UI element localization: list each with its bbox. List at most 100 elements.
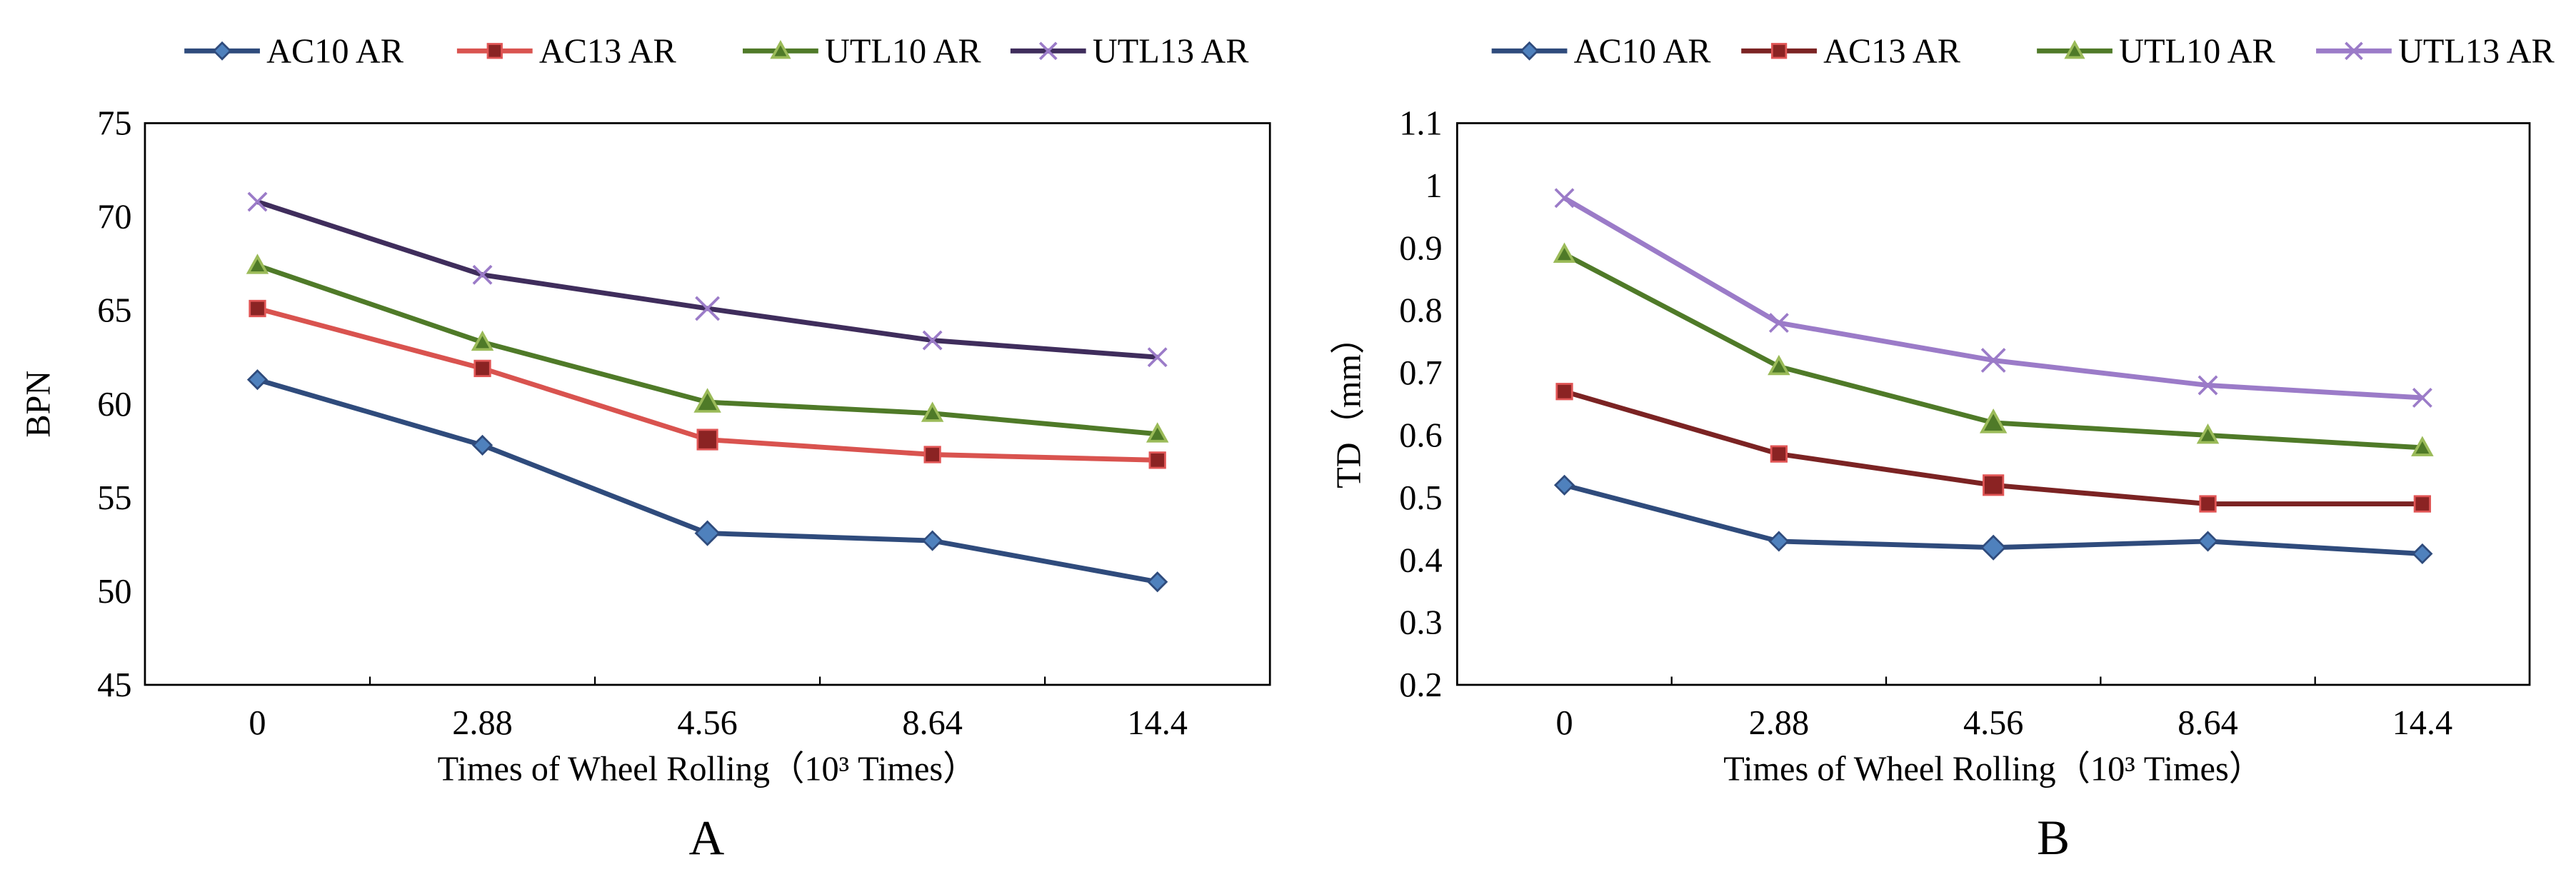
legend-marker-diamond-icon [1520,41,1539,61]
x-axis-title: Times of Wheel Rolling（10³ Times） [1723,750,2263,788]
y-tick-label: 0.7 [1399,354,1442,392]
data-point [1147,571,1168,593]
series-ac10-ar [246,369,1168,593]
data-point [696,429,718,451]
x-tick-label: 8.64 [902,704,963,742]
legend-item: UTL13 AR [1010,32,1249,70]
y-tick-label: 0.8 [1399,292,1442,330]
y-tick-label: 1.1 [1399,105,1442,143]
x-tick-label: 2.88 [452,704,513,742]
data-point [1146,422,1169,443]
data-point [1980,348,2006,373]
data-point [247,191,268,212]
data-point [2197,375,2218,396]
data-point [922,530,943,551]
data-point [2412,388,2432,408]
x-axis-title: Times of Wheel Rolling（10³ Times） [438,750,978,788]
legend-label: AC13 AR [539,32,677,70]
legend-item: AC10 AR [1491,32,1712,70]
x-tick-label: 0 [249,704,266,742]
series-utl10-ar [1553,242,2434,456]
data-point [1553,474,1575,496]
legend-marker-triangle-icon [770,40,791,59]
y-tick-label: 45 [97,666,131,704]
y-tick-label: 1 [1425,167,1443,205]
x-stroke [1554,188,1575,209]
legend-label: UTL13 AR [1093,32,1249,70]
series-utl10-ar [246,254,1169,443]
y-tick-label: 65 [97,292,131,330]
x-stroke [472,264,493,285]
data-point [1555,383,1573,401]
data-point [1979,409,2008,434]
data-point [246,254,269,274]
series-utl13-ar [247,191,1168,368]
legend-marker-square-icon [1770,43,1788,59]
data-point [471,330,494,351]
data-point [473,359,491,378]
panel-label: B [2037,811,2070,865]
y-tick-label: 70 [97,199,131,236]
y-tick-label: 0.4 [1399,541,1442,579]
data-point [2413,495,2431,513]
y-tick-label: 0.5 [1399,479,1442,517]
y-tick-label: 0.2 [1399,666,1442,704]
x-stroke [1147,347,1168,368]
chart-a: 45 50 55 60 65 70 75 0 2.88 4.56 8.64 14.4 Times of … [20,32,1271,865]
plot-area [144,122,1271,686]
chart-b: 0.2 0.3 0.4 0.5 0.6 0.7 0.8 0.9 1 1.1 0 2.88 4.56 8.6… [1330,32,2555,864]
legend-label: AC13 AR [1823,32,1961,70]
x-stroke [2197,375,2218,396]
legend-item: AC10 AR [184,32,404,70]
series-utl13-ar [1554,188,2432,408]
panel-label: A [689,811,725,865]
x-stroke [1038,41,1058,61]
x-tick-label: 8.64 [2177,704,2238,742]
y-tick-label: 55 [97,479,131,517]
legend-label: UTL10 AR [825,32,981,70]
series-ac13-ar [249,299,1166,469]
x-tick-label: 14.4 [1127,704,1188,742]
x-stroke [2412,388,2432,408]
x-tick-label: 2.88 [1749,704,1810,742]
x-stroke [695,296,720,321]
series-line [1563,196,2423,401]
x-stroke [922,330,943,351]
data-point [923,446,941,463]
legend-item: UTL13 AR [2316,32,2555,70]
y-tick-label: 0.9 [1399,229,1442,267]
data-point [2197,531,2219,552]
data-point [922,330,943,351]
data-point [249,299,266,318]
data-point [1768,354,1790,376]
data-point [1768,531,1790,552]
x-tick-label: 0 [1555,704,1573,742]
data-point [694,520,721,546]
x-tick-label: 14.4 [2392,704,2453,742]
y-tick-label: 0.6 [1399,416,1442,454]
legend-marker-x-icon [2345,41,2363,61]
x-stroke [1768,313,1789,334]
data-point [1147,347,1168,368]
legend-item: AC13 AR [456,32,677,70]
legend-label: UTL10 AR [2119,32,2275,70]
data-point [921,401,944,422]
data-point [2411,436,2434,456]
y-tick-label: 0.3 [1399,604,1442,642]
legend-label: AC10 AR [266,32,404,70]
x-stroke [1980,348,2006,373]
plot-area [1455,122,2531,686]
legend-label: AC10 AR [1574,32,1712,70]
data-point [1553,242,1576,263]
x-tick-label: 4.56 [1963,704,2024,742]
x-stroke [2345,41,2363,61]
data-point [1770,445,1788,463]
data-point [693,388,721,413]
data-point [1148,451,1166,469]
legend-item: UTL10 AR [2037,32,2276,70]
y-tick-label: 75 [97,105,131,143]
y-tick-label: 50 [97,573,131,611]
data-point [2196,423,2220,444]
x-tick-label: 4.56 [677,704,737,742]
data-point [246,369,269,391]
